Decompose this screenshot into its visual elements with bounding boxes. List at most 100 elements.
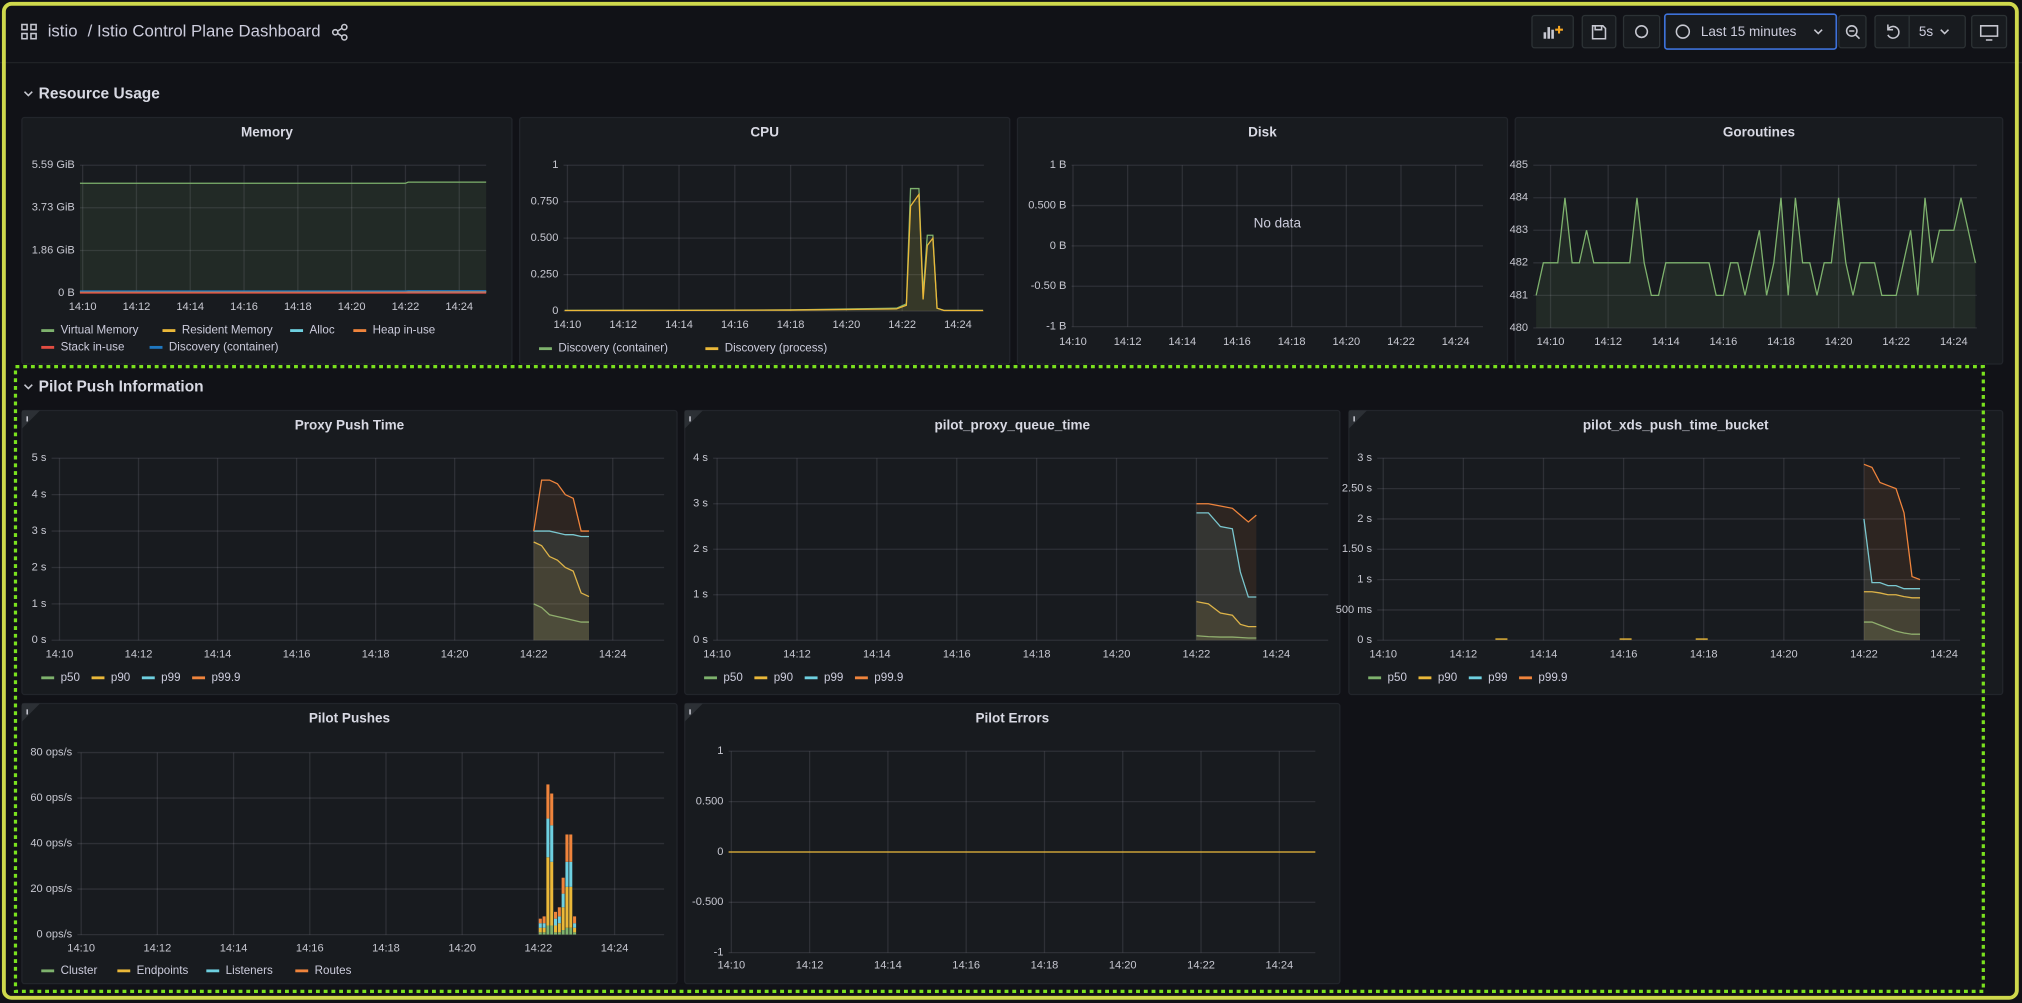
x-tick-label: 14:12 xyxy=(123,301,151,313)
add-panel-icon xyxy=(1543,25,1563,39)
info-corner xyxy=(21,410,40,429)
bar-segment xyxy=(554,911,558,919)
y-tick-label: 1 xyxy=(552,159,558,171)
legend-label: Discovery (container) xyxy=(558,342,668,355)
bar-segment xyxy=(573,927,577,933)
x-tick-label: 14:22 xyxy=(1183,648,1211,660)
y-tick-label: 60 ops/s xyxy=(30,792,72,804)
dashboard-title[interactable]: / Istio Control Plane Dashboard xyxy=(88,22,321,41)
legend-swatch xyxy=(41,345,55,349)
bar-segment xyxy=(561,907,565,931)
info-corner xyxy=(684,410,703,429)
legend-label: Discovery (process) xyxy=(725,342,828,355)
x-tick-label: 14:18 xyxy=(777,319,805,331)
settings-button[interactable] xyxy=(1622,14,1661,49)
x-tick-label: 14:16 xyxy=(1710,336,1738,348)
x-tick-label: 14:22 xyxy=(520,648,548,660)
legend-label: p99.9 xyxy=(1538,671,1567,684)
y-tick-label: 0 s xyxy=(32,634,47,646)
legend-swatch xyxy=(804,676,818,680)
save-icon xyxy=(1591,25,1607,40)
legend-label: Routes xyxy=(315,964,352,977)
bar-segment xyxy=(554,925,558,933)
legend-swatch xyxy=(41,676,55,680)
x-tick-label: 14:20 xyxy=(1770,648,1798,660)
series-line xyxy=(533,479,590,532)
refresh-interval[interactable]: 5s xyxy=(1919,24,1934,39)
share-icon[interactable] xyxy=(331,23,348,41)
panel: Proxy Push Time 0 s 1 s 2 s 3 s 4 s 5 s 14:10 14… xyxy=(21,409,678,696)
x-tick-label: 14:22 xyxy=(1882,336,1910,348)
legend-label: p99.9 xyxy=(211,671,240,684)
y-tick-label: 2.50 s xyxy=(1342,483,1373,495)
bar-segment xyxy=(554,918,558,926)
x-tick-label: 14:20 xyxy=(338,301,366,313)
x-tick-label: 14:14 xyxy=(176,301,204,313)
folder-link[interactable]: istio xyxy=(48,22,78,41)
panel-frame xyxy=(684,702,1341,985)
panel: Disk -1 B -0.50 B 0 B 0.500 B 1 B 14:10 14:12 14… xyxy=(1016,116,1509,365)
legend-swatch xyxy=(1418,676,1432,680)
series-line xyxy=(1863,621,1921,635)
save-button[interactable] xyxy=(1581,14,1617,49)
bar-segment xyxy=(557,923,561,933)
x-tick-label: 14:10 xyxy=(46,648,74,660)
x-tick-label: 14:14 xyxy=(863,648,891,660)
bar-segment xyxy=(546,857,550,926)
apps-icon[interactable] xyxy=(21,23,37,40)
x-tick-label: 14:16 xyxy=(1223,336,1251,348)
x-tick-label: 14:22 xyxy=(525,943,553,955)
bar-segment xyxy=(546,925,550,935)
x-tick-label: 14:16 xyxy=(296,943,324,955)
legend-label: Heap in-use xyxy=(373,324,436,337)
legend-swatch xyxy=(162,329,176,333)
panel-frame xyxy=(21,409,678,696)
y-tick-label: 0 xyxy=(717,846,723,858)
x-tick-label: 14:12 xyxy=(125,648,153,660)
legend-label: Listeners xyxy=(226,964,273,977)
x-tick-label: 14:20 xyxy=(1103,648,1131,660)
x-tick-label: 14:10 xyxy=(703,648,731,660)
x-tick-label: 14:12 xyxy=(783,648,811,660)
tv-mode-button[interactable] xyxy=(1971,14,2008,49)
y-tick-label: 3 s xyxy=(32,525,47,537)
legend-label: Stack in-use xyxy=(61,340,125,353)
panel: Pilot Pushes 0 ops/s 20 ops/s 40 ops/s 60 op… xyxy=(21,702,678,985)
refresh-divider xyxy=(1908,15,1910,48)
series-area xyxy=(1863,464,1921,641)
x-tick-label: 14:18 xyxy=(1278,336,1306,348)
x-tick-label: 14:16 xyxy=(230,301,258,313)
legend-label: Alloc xyxy=(309,324,334,337)
bar-segment xyxy=(550,793,554,826)
y-tick-label: 0 B xyxy=(58,287,75,299)
legend-swatch xyxy=(539,347,552,351)
legend-label: Cluster xyxy=(61,964,98,977)
x-tick-label: 14:18 xyxy=(362,648,390,660)
x-tick-label: 14:24 xyxy=(601,943,629,955)
x-tick-label: 14:12 xyxy=(1594,336,1622,348)
x-tick-label: 14:14 xyxy=(204,648,232,660)
panel-title: Pilot Pushes xyxy=(309,711,390,726)
info-icon xyxy=(689,416,691,422)
time-range: Last 15 minutes xyxy=(1701,24,1797,39)
y-tick-label: -0.50 B xyxy=(1031,280,1067,292)
legend-label: p99 xyxy=(824,671,843,684)
bar-segment xyxy=(542,932,546,935)
panel: pilot_proxy_queue_time 0 s 1 s 2 s 3 s 4 s 14:… xyxy=(684,409,1341,696)
time-picker[interactable] xyxy=(1663,13,1838,50)
series-line xyxy=(533,541,590,598)
info-icon xyxy=(1353,416,1355,422)
x-tick-label: 14:16 xyxy=(721,319,749,331)
bar-segment xyxy=(561,877,565,894)
x-tick-label: 14:10 xyxy=(1369,648,1397,660)
y-tick-label: -0.500 xyxy=(692,896,723,908)
series-area xyxy=(1863,518,1921,641)
x-tick-label: 14:20 xyxy=(1825,336,1853,348)
legend-label: p50 xyxy=(1388,671,1407,684)
bar-segment xyxy=(542,916,546,924)
row-collapse-icon xyxy=(23,91,33,97)
bar-segment xyxy=(569,834,573,862)
y-tick-label: 3.73 GiB xyxy=(32,202,75,214)
refresh-picker[interactable] xyxy=(1874,14,1966,49)
panel-frame xyxy=(684,409,1341,696)
